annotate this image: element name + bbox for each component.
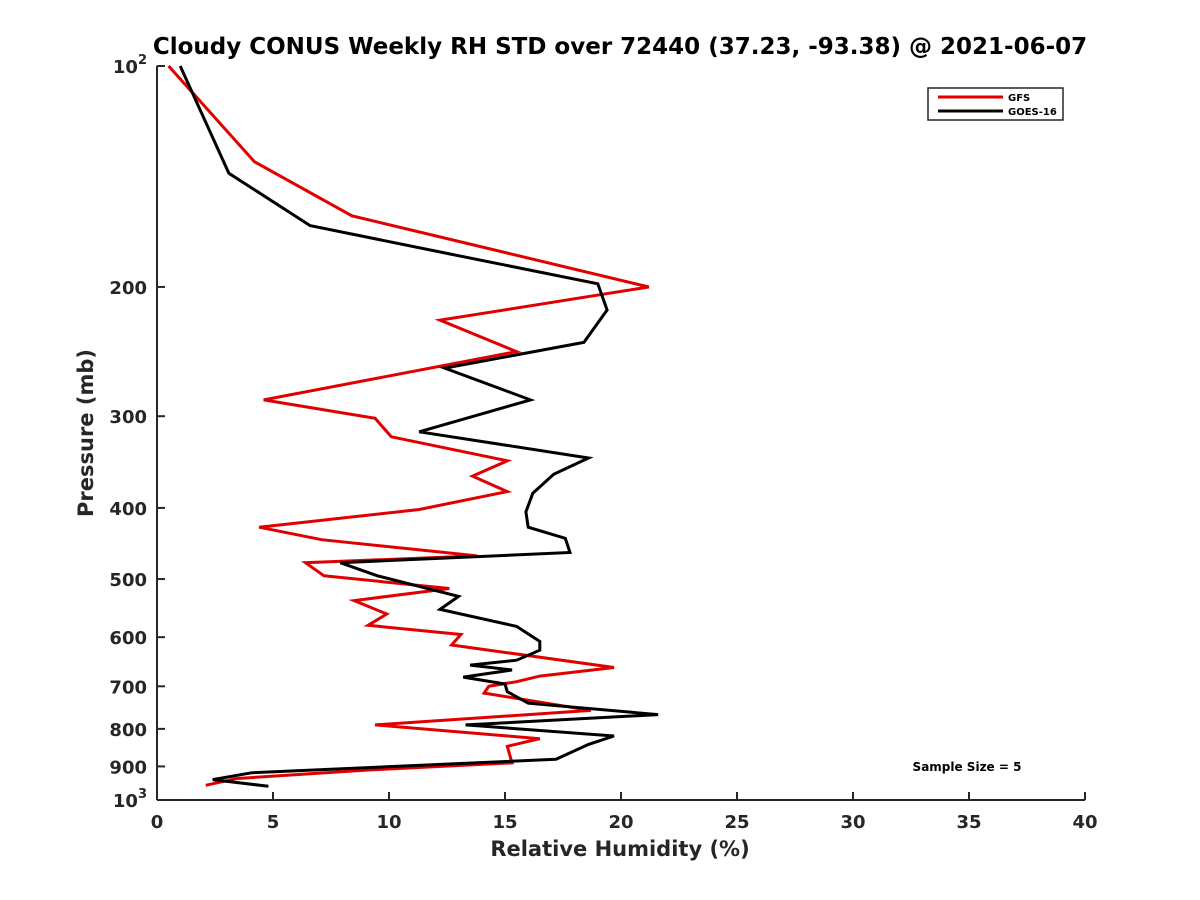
- y-tick-label: 400: [109, 499, 147, 520]
- y-tick-exponent: 3: [138, 787, 147, 802]
- y-tick-base: 10: [113, 57, 138, 78]
- y-tick-exponent: 2: [138, 53, 147, 68]
- chart-title: Cloudy CONUS Weekly RH STD over 72440 (3…: [153, 34, 1087, 60]
- x-tick-label: 0: [151, 812, 164, 833]
- y-tick-label: 103: [113, 787, 147, 812]
- x-axis: 0 5 10 15 20 25 30 35 40: [151, 792, 1098, 833]
- series-line-goes-16: [178, 65, 659, 788]
- x-axis-label: Relative Humidity (%): [490, 837, 749, 861]
- y-tick-label: 600: [109, 628, 147, 649]
- legend-label: GOES-16: [1008, 107, 1057, 118]
- y-tick-label: 200: [109, 278, 147, 299]
- series-lines: [167, 64, 659, 788]
- y-tick-label: 102: [113, 53, 147, 78]
- y-tick-base: 10: [113, 791, 138, 812]
- y-tick-label: 700: [109, 677, 147, 698]
- legend-label: GFS: [1008, 93, 1030, 104]
- y-tick-label: 800: [109, 720, 147, 741]
- x-tick-label: 20: [608, 812, 633, 833]
- y-tick-label: 900: [109, 757, 147, 778]
- y-axis-label: Pressure (mb): [74, 349, 98, 517]
- series-line-gfs: [167, 64, 650, 787]
- x-tick-label: 40: [1072, 812, 1097, 833]
- x-tick-label: 5: [267, 812, 280, 833]
- legend-box: [927, 87, 1064, 121]
- x-tick-label: 10: [376, 812, 401, 833]
- y-tick-label: 500: [109, 570, 147, 591]
- sample-size-annotation: Sample Size = 5: [913, 760, 1022, 774]
- legend: GFS GOES-16: [927, 87, 1064, 121]
- x-tick-label: 15: [492, 812, 517, 833]
- x-tick-label: 30: [840, 812, 865, 833]
- x-tick-label: 35: [956, 812, 981, 833]
- y-tick-label: 300: [109, 407, 147, 428]
- x-tick-label: 25: [724, 812, 749, 833]
